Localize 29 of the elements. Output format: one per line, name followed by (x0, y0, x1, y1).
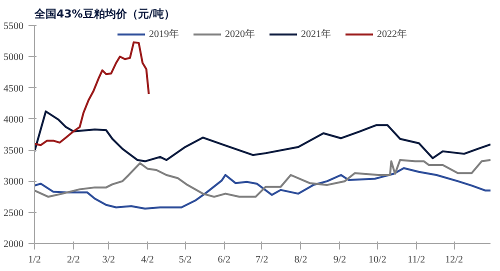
legend-label: 2019年 (149, 28, 179, 41)
x-tick-label: 6/2 (218, 254, 231, 266)
y-tick-label: 4500 (4, 83, 24, 94)
x-tick-label: 3/2 (102, 254, 116, 266)
y-tick-label: 3000 (4, 176, 24, 188)
line-series (34, 167, 490, 210)
x-tick-label: 1/2 (28, 254, 41, 266)
x-tick-label: 12/2 (445, 254, 463, 266)
legend-label: 2022年 (377, 28, 407, 41)
x-tick-label: 4/2 (141, 254, 154, 266)
line-series (34, 41, 150, 146)
legend-label: 2021年 (301, 28, 331, 41)
line-series (34, 110, 490, 162)
x-tick-label: 7/2 (255, 254, 268, 266)
y-tick-label: 2000 (4, 239, 24, 250)
x-tick-label: 9/2 (333, 254, 346, 266)
y-tick-label: 3500 (4, 146, 24, 157)
y-tick-label: 5000 (4, 52, 24, 64)
y-tick-label: 2500 (4, 208, 24, 219)
x-tick-label: 10/2 (368, 254, 386, 266)
line-series (34, 159, 490, 198)
y-tick-label: 4000 (4, 114, 24, 126)
x-tick-label: 11/2 (408, 254, 426, 266)
x-tick-label: 2/2 (67, 254, 80, 266)
x-tick-label: 8/2 (294, 254, 308, 266)
y-tick-label: 5500 (4, 21, 24, 32)
legend-label: 2020年 (225, 28, 255, 41)
chart-title: 全国43%豆粕均价（元/吨） (34, 8, 175, 20)
x-tick-label: 5/2 (178, 254, 192, 266)
